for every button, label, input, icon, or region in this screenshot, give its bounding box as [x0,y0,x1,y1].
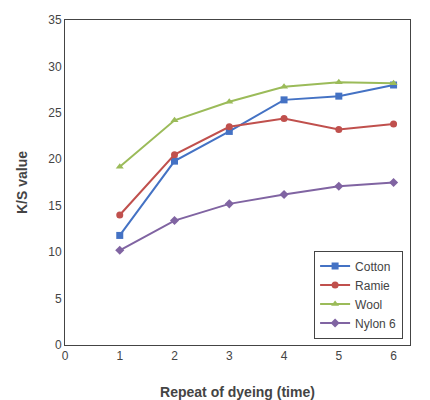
svg-text:4: 4 [281,349,288,363]
svg-text:2: 2 [171,349,178,363]
svg-text:1: 1 [116,349,123,363]
svg-text:6: 6 [390,349,397,363]
svg-text:0: 0 [62,349,69,363]
svg-text:20: 20 [48,152,62,166]
svg-text:Repeat of dyeing (time): Repeat of dyeing (time) [160,384,315,400]
svg-text:Cotton: Cotton [355,260,390,274]
svg-text:5: 5 [335,349,342,363]
svg-text:Wool: Wool [355,298,382,312]
svg-text:0: 0 [55,338,62,352]
svg-text:25: 25 [48,106,62,120]
svg-text:Nylon 6: Nylon 6 [355,317,396,331]
svg-text:Ramie: Ramie [355,279,390,293]
svg-text:K/S value: K/S value [14,151,30,214]
svg-text:10: 10 [48,245,62,259]
svg-text:30: 30 [48,60,62,74]
svg-text:5: 5 [55,292,62,306]
svg-text:15: 15 [48,199,62,213]
svg-text:3: 3 [226,349,233,363]
svg-text:35: 35 [48,13,62,27]
